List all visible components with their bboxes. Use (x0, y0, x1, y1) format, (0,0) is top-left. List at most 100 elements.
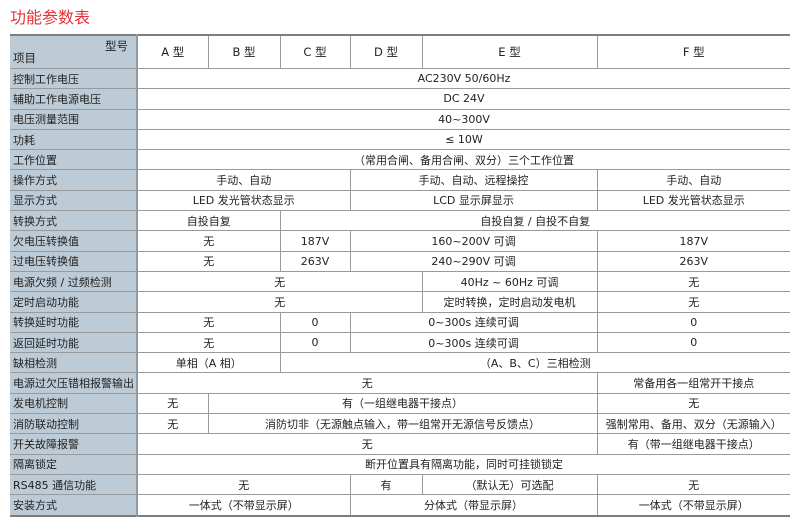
table-row: 消防联动控制无消防切非（无源触点输入，带一组常开无源信号反馈点） 强制常用、备用、… (10, 413, 790, 435)
row-label: 控制工作电压 (10, 67, 138, 90)
table-cell: LCD 显示屏显示 (349, 189, 598, 212)
table-row: 开关故障报警无有（带一组继电器干接点） (10, 433, 790, 455)
table-row: 安装方式 一体式（不带显示屏） 分体式（带显示屏） 一体式（不带显示屏） (10, 494, 790, 517)
row-label: 电源过欠压错相报警输出 (10, 372, 138, 394)
model-header-c: C 型 (279, 34, 351, 69)
table-cell: 强制常用、备用、双分（无源输入） (596, 413, 790, 435)
table-cell: 自投自复 / 自投不自复 (279, 210, 790, 232)
table-cell: 263V (279, 250, 351, 272)
table-cell: 0~300s 连续可调 (349, 311, 598, 333)
table-row: 发电机控制无有（一组继电器干接点）无 (10, 392, 790, 415)
row-label: 缺相检测 (10, 352, 138, 374)
table-cell: 手动、自动 (136, 169, 351, 191)
table-row: 返回延时功能无 0 0~300s 连续可调 0 (10, 331, 790, 354)
table-cell: 187V (596, 230, 790, 252)
table-cell: 断开位置具有隔离功能，同时可挂锁锁定 (136, 453, 790, 475)
table-cell: 无 (596, 291, 790, 313)
table-cell: 常备用各一组常开干接点 (596, 372, 790, 394)
table-cell: 无 (136, 270, 423, 293)
table-row: 显示方式 LED 发光管状态显示 LCD 显示屏显示 LED 发光管状态显示 (10, 189, 790, 212)
table-row: 定时启动功能无定时转换，定时启动发电机无 (10, 291, 790, 313)
table-row: 电源过欠压错相报警输出无常备用各一组常开干接点 (10, 372, 790, 394)
table-cell: 0~300s 连续可调 (349, 331, 598, 354)
row-label: 欠电压转换值 (10, 230, 138, 252)
table-cell: 有（带一组继电器干接点） (596, 433, 790, 455)
model-header-d: D 型 (349, 34, 423, 69)
row-label: 转换延时功能 (10, 311, 138, 333)
table-cell: 0 (596, 331, 790, 354)
table-cell: （默认无）可选配 (421, 473, 598, 496)
table-cell: DC 24V (136, 88, 790, 110)
table-cell: 263V (596, 250, 790, 272)
table-row: 转换延时功能无 0 0~300s 连续可调 0 (10, 311, 790, 333)
table-cell: 无 (136, 331, 281, 354)
table-cell: （A、B、C）三相检测 (279, 352, 790, 374)
row-label: RS485 通信功能 (10, 473, 138, 496)
row-label: 返回延时功能 (10, 331, 138, 354)
table-cell: 无 (136, 433, 598, 455)
table-cell: 240~290V 可调 (349, 250, 598, 272)
row-label: 辅助工作电源电压 (10, 88, 138, 110)
row-label: 操作方式 (10, 169, 138, 191)
function-parameter-table: 型号 项目 A 型 B 型 C 型 D 型 E 型 F 型 控制工作电压 AC23… (10, 34, 790, 517)
row-label: 电压测量范围 (10, 108, 138, 130)
table-row: 电源欠频 / 过频检测无 40Hz ~ 60Hz 可调无 (10, 270, 790, 293)
table-row: 隔离锁定 断开位置具有隔离功能，同时可挂锁锁定 (10, 453, 790, 475)
table-row: 转换方式 自投自复 自投自复 / 自投不自复 (10, 210, 790, 232)
table-row: 控制工作电压 AC230V 50/60Hz (10, 67, 790, 90)
table-cell: （常用合闸、备用合闸、双分）三个工作位置 (136, 149, 790, 171)
table-row: 过电压转换值无 263V 240~290V 可调 263V (10, 250, 790, 272)
table-row: 工作位置 （常用合闸、备用合闸、双分）三个工作位置 (10, 149, 790, 171)
row-label: 转换方式 (10, 210, 138, 232)
table-row: 功耗 ≤ 10W (10, 128, 790, 151)
table-cell: 40~300V (136, 108, 790, 130)
table-cell: LED 发光管状态显示 (136, 189, 351, 212)
page-title: 功能参数表 (10, 8, 91, 27)
table-cell: 无 (136, 311, 281, 333)
table-cell: 187V (279, 230, 351, 252)
row-label: 消防联动控制 (10, 413, 138, 435)
table-cell: 分体式（带显示屏） (349, 494, 598, 517)
table-cell: 手动、自动、远程操控 (349, 169, 598, 191)
table-cell: 无 (596, 270, 790, 293)
table-cell: 无 (136, 372, 598, 394)
table-cell: 定时转换，定时启动发电机 (421, 291, 598, 313)
table-cell: 0 (279, 331, 351, 354)
row-label: 功耗 (10, 128, 138, 151)
table-cell: 手动、自动 (596, 169, 790, 191)
row-label: 过电压转换值 (10, 250, 138, 272)
table-row: 缺相检测 单相（A 相） （A、B、C）三相检测 (10, 352, 790, 374)
row-label: 电源欠频 / 过频检测 (10, 270, 138, 293)
row-label: 隔离锁定 (10, 453, 138, 475)
table-cell: 单相（A 相） (136, 352, 281, 374)
row-label: 工作位置 (10, 149, 138, 171)
model-header-f: F 型 (596, 34, 790, 69)
table-cell: 无 (136, 413, 209, 435)
table-row: RS485 通信功能无有（默认无）可选配无 (10, 473, 790, 496)
row-label: 定时启动功能 (10, 291, 138, 313)
table-row: 辅助工作电源电压 DC 24V (10, 88, 790, 110)
row-label: 发电机控制 (10, 392, 138, 415)
table-cell: 无 (596, 392, 790, 415)
model-header-a: A 型 (136, 34, 209, 69)
table-cell: AC230V 50/60Hz (136, 67, 790, 90)
table-cell: ≤ 10W (136, 128, 790, 151)
row-label: 显示方式 (10, 189, 138, 212)
table-row: 欠电压转换值无 187V 160~200V 可调 187V (10, 230, 790, 252)
table-cell: 0 (279, 311, 351, 333)
item-header-label: 项目 (13, 51, 36, 65)
model-header-label: 型号 (105, 39, 128, 53)
table-cell: 一体式（不带显示屏） (596, 494, 790, 517)
table-cell: 无 (136, 291, 423, 313)
row-label: 安装方式 (10, 494, 138, 517)
model-header-b: B 型 (207, 34, 281, 69)
table-cell: 有 (349, 473, 423, 496)
table-cell: 自投自复 (136, 210, 281, 232)
header-row: 型号 项目 A 型 B 型 C 型 D 型 E 型 F 型 (10, 34, 790, 69)
row-label: 开关故障报警 (10, 433, 138, 455)
table-cell: 无 (596, 473, 790, 496)
table-row: 电压测量范围 40~300V (10, 108, 790, 130)
table-row: 操作方式 手动、自动 手动、自动、远程操控 手动、自动 (10, 169, 790, 191)
table-cell: 0 (596, 311, 790, 333)
table-cell: 无 (136, 250, 281, 272)
